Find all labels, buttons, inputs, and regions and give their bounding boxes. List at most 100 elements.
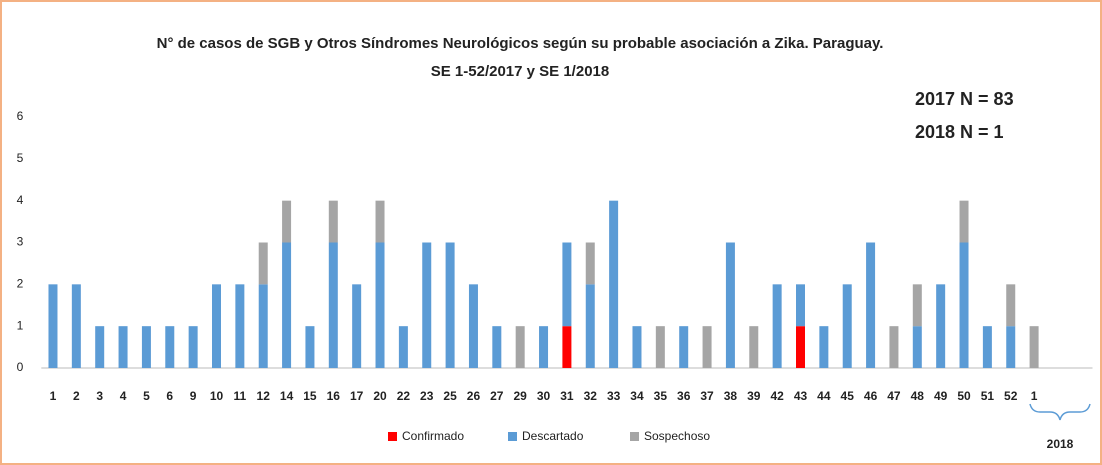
x-tick-label: 46 — [864, 389, 878, 403]
bar-segment — [328, 200, 338, 243]
x-tick-label: 10 — [210, 389, 224, 403]
legend-label: Sospechoso — [644, 429, 710, 443]
bar-segment — [141, 326, 151, 368]
legend-swatch — [630, 432, 639, 441]
x-tick-label: 44 — [817, 389, 831, 403]
bar-segment — [679, 326, 689, 368]
bar-segment — [352, 284, 362, 368]
x-tick-label: 47 — [887, 389, 901, 403]
x-tick-label: 30 — [537, 389, 551, 403]
legend-swatch — [508, 432, 517, 441]
x-tick-label: 15 — [303, 389, 317, 403]
x-tick-label: 35 — [654, 389, 668, 403]
x-tick-label: 2 — [73, 389, 80, 403]
bar-segment — [235, 284, 245, 368]
bar-segment — [282, 242, 292, 368]
bar-segment — [632, 326, 642, 368]
x-tick-label: 9 — [190, 389, 197, 403]
bar-segment — [772, 284, 782, 368]
x-tick-label: 52 — [1004, 389, 1018, 403]
bar-segment — [796, 326, 805, 368]
bar-segment — [936, 284, 946, 368]
x-tick-label: 3 — [96, 389, 103, 403]
x-tick-label: 6 — [166, 389, 173, 403]
bar-segment — [562, 242, 572, 327]
bar-segment — [819, 326, 829, 368]
y-tick-label: 4 — [17, 193, 24, 207]
bar-segment — [375, 200, 385, 243]
x-tick-label: 26 — [467, 389, 481, 403]
bar-segment — [866, 242, 876, 368]
bar-segment — [468, 284, 478, 368]
bar-segment — [258, 242, 268, 285]
bar-segment — [562, 326, 572, 368]
x-tick-label: 14 — [280, 389, 294, 403]
bar-segment — [1006, 326, 1016, 368]
x-tick-label: 11 — [234, 389, 247, 403]
legend-label: Confirmado — [402, 429, 464, 443]
x-tick-label: 23 — [420, 389, 434, 403]
x-tick-label: 20 — [373, 389, 387, 403]
x-tick-label: 25 — [443, 389, 457, 403]
bar-segment — [48, 284, 58, 368]
y-tick-label: 2 — [17, 277, 24, 291]
x-tick-label: 34 — [630, 389, 644, 403]
bar-segment — [842, 284, 852, 368]
x-tick-label: 36 — [677, 389, 691, 403]
x-tick-label: 50 — [957, 389, 971, 403]
bar-segment — [258, 284, 268, 368]
x-tick-label: 1 — [1031, 389, 1038, 403]
legend-label: Descartado — [522, 429, 584, 443]
bar-segment — [912, 326, 922, 368]
bar-segment — [165, 326, 175, 368]
y-tick-label: 6 — [17, 109, 24, 123]
bar-segment — [305, 326, 315, 368]
bar-segment — [585, 242, 595, 285]
bar-segment — [655, 326, 665, 368]
x-tick-label: 37 — [700, 389, 714, 403]
x-tick-label: 31 — [560, 389, 574, 403]
bar-segment — [188, 326, 198, 368]
bar-segment — [95, 326, 105, 368]
chart-title: N° de casos de SGB y Otros Síndromes Neu… — [157, 35, 884, 52]
x-tick-label: 43 — [794, 389, 808, 403]
bar-segment — [375, 242, 385, 368]
bar-segment — [912, 284, 922, 327]
bar-segment — [609, 200, 619, 368]
bar-segment — [982, 326, 992, 368]
bar-segment — [328, 242, 338, 368]
annotation: 2017 N = 83 — [915, 89, 1014, 109]
bracket-label: 2018 — [1047, 437, 1074, 451]
bar-segment — [398, 326, 408, 368]
bar-segment — [282, 200, 292, 243]
bar-segment — [796, 284, 805, 327]
bar-segment — [118, 326, 128, 368]
chart-subtitle: SE 1-52/2017 y SE 1/2018 — [431, 63, 609, 80]
x-tick-label: 12 — [257, 389, 271, 403]
x-tick-label: 16 — [327, 389, 341, 403]
bar-segment — [959, 242, 969, 368]
x-tick-label: 29 — [514, 389, 528, 403]
x-tick-label: 39 — [747, 389, 761, 403]
x-tick-label: 49 — [934, 389, 948, 403]
x-tick-label: 38 — [724, 389, 738, 403]
bar-segment — [492, 326, 502, 368]
y-tick-label: 1 — [17, 318, 24, 332]
x-tick-label: 27 — [490, 389, 504, 403]
bar-segment — [71, 284, 81, 368]
year-bracket — [1029, 403, 1091, 421]
bar-segment — [515, 326, 525, 368]
x-tick-label: 42 — [770, 389, 784, 403]
bar-segment — [749, 326, 759, 368]
bar-segment — [585, 284, 595, 368]
x-tick-label: 22 — [397, 389, 411, 403]
bar-segment — [422, 242, 432, 368]
x-tick-label: 4 — [120, 389, 127, 403]
bar-segment — [539, 326, 549, 368]
x-tick-label: 32 — [584, 389, 598, 403]
y-tick-label: 0 — [17, 360, 24, 374]
bar-segment — [445, 242, 455, 368]
bar-segment — [889, 326, 899, 368]
